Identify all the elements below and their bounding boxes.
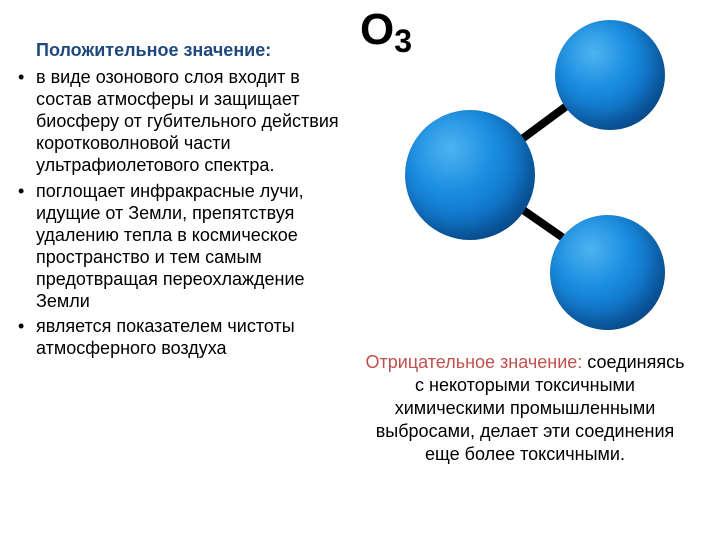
formula-base: О — [360, 5, 394, 54]
atom — [550, 215, 665, 330]
negative-section: Отрицательное значение: соединяясь с нек… — [360, 351, 690, 466]
formula-subscript: 3 — [394, 23, 412, 59]
list-item: в виде озонового слоя входит в состав ат… — [18, 67, 348, 177]
positive-list: в виде озонового слоя входит в состав ат… — [18, 67, 348, 360]
ozone-molecule-diagram: О3 — [360, 5, 690, 345]
list-item: является показателем чистоты атмосферног… — [18, 316, 348, 360]
positive-section: Положительное значение: в виде озонового… — [18, 40, 348, 364]
positive-heading: Положительное значение: — [36, 40, 348, 61]
formula-label: О3 — [360, 5, 412, 55]
list-item: поглощает инфракрасные лучи, идущие от З… — [18, 181, 348, 313]
right-column: О3 Отрицательное значение: соединяясь с … — [360, 5, 690, 466]
atom — [555, 20, 665, 130]
atom — [405, 110, 535, 240]
negative-heading: Отрицательное значение: — [366, 352, 583, 372]
